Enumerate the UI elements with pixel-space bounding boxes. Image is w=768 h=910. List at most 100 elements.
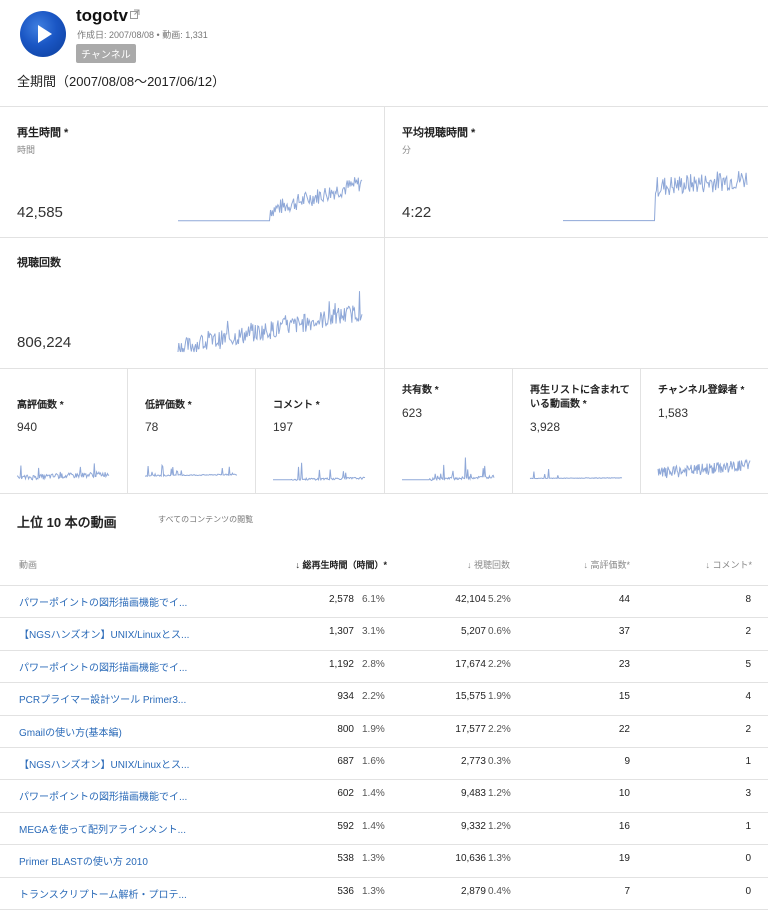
comments-value: 3 [745,788,751,800]
sparkline-path [402,457,495,482]
play-icon [38,25,52,43]
metric-title: 平均視聴時間 * [402,127,476,139]
metric-card-watch-time[interactable]: 再生時間 * 時間 42,585 [0,107,384,237]
views-value: 17,577 [455,723,486,735]
comments-value: 4 [745,691,751,703]
video-title-link[interactable]: Primer BLASTの使い方 2010 [19,857,148,869]
video-title-link[interactable]: Gmailの使い方(基本編) [19,727,122,739]
column-header-likes[interactable]: ↓ 高評価数* [583,558,630,571]
views-percent: 1.3% [488,853,511,865]
metric-title: 共有数 * [402,385,439,396]
divider [255,368,256,493]
watch-time-value: 1,307 [328,626,354,638]
sparkline-path [145,463,237,478]
channel-name[interactable]: togotv [76,6,128,25]
divider [384,106,385,493]
row-divider [0,585,768,586]
metric-title: 高評価数 * [17,400,64,411]
table-row[interactable]: PCRプライマー設計ツール Primer3... 934 2.2% 15,575 1.9… [0,682,768,714]
metric-title: 再生リストに含まれている動画数 * [530,385,630,410]
metric-card-likes[interactable]: 高評価数 * 940 [0,369,127,493]
table-row[interactable]: Gmailの使い方(基本編) 800 1.9% 17,577 2.2% 22 2 [0,714,768,747]
metric-card-comments[interactable]: コメント * 197 [256,369,384,493]
column-header-label: 高評価数* [590,560,630,570]
metric-value: 623 [402,406,423,420]
metric-card-playlists[interactable]: 再生リストに含まれている動画数 * 3,928 [513,369,640,493]
metric-value: 78 [145,420,159,434]
table-row[interactable]: トランスクリプトーム解析・プロテ... 536 1.3% 2,879 0.4% 7 0 [0,876,768,909]
watch-time-value: 602 [337,788,354,800]
metric-title: 視聴回数 [17,257,61,269]
table-row[interactable]: MEGAを使って配列アラインメント... 592 1.4% 9,332 1.2% 16 1 [0,811,768,844]
column-header-label: 視聴回数 [473,560,510,570]
watch-time-sparkline [178,177,363,222]
metric-title: 低評価数 * [145,400,192,411]
table-row[interactable]: 【NGSハンズオン】UNIX/Linuxとス... 1,307 3.1% 5,207 0… [0,617,768,649]
video-title-link[interactable]: 【NGSハンズオン】UNIX/Linuxとス... [19,630,190,642]
likes-value: 44 [618,594,630,605]
likes-value: 23 [618,658,630,670]
comments-value: 1 [745,756,751,767]
metric-title: 再生時間 * [17,127,69,139]
video-title-link[interactable]: パワーポイントの図形描画機能でイ... [19,598,188,609]
watch-time-percent: 2.8% [362,658,385,670]
metric-card-views[interactable]: 視聴回数 806,224 [0,238,384,368]
comments-value: 2 [745,626,751,638]
metric-card-subscribers[interactable]: チャンネル登録者 * 1,583 [641,369,768,493]
views-percent: 0.3% [488,756,511,767]
comments-value: 2 [745,723,751,735]
column-header-watch-time[interactable]: ↓ 総再生時間（時間）* [295,558,387,571]
column-header-label: コメント* [712,560,752,570]
row-divider [0,844,768,846]
watch-time-percent: 1.3% [362,853,385,865]
comments-value: 0 [745,853,751,865]
video-title-link[interactable]: PCRプライマー設計ツール Primer3... [19,695,187,707]
playlists-sparkline [529,469,623,480]
likes-value: 19 [618,853,630,865]
column-header-views[interactable]: ↓ 視聴回数 [467,558,510,571]
metric-value: 1,583 [658,406,689,420]
channel-badge: チャンネル [76,44,136,63]
likes-value: 7 [624,885,630,897]
views-percent: 1.2% [488,820,511,832]
video-title-link[interactable]: パワーポイントの図形描画機能でイ... [19,662,188,674]
video-title-link[interactable]: パワーポイントの図形描画機能でイ... [19,792,188,804]
external-link-icon[interactable] [130,9,140,19]
watch-time-value: 687 [337,756,354,767]
table-row[interactable]: パワーポイントの図形描画機能でイ... 2,578 6.1% 42,104 5.2% 44… [0,585,768,617]
views-percent: 1.9% [488,691,511,703]
arrow-down-icon: ↓ [705,560,710,570]
watch-time-value: 538 [337,853,354,865]
row-divider [0,714,768,716]
metric-card-avg-duration[interactable]: 平均視聴時間 * 分 4:22 [385,107,768,237]
likes-value: 16 [618,820,630,832]
sparkline-path [273,462,366,482]
views-value: 42,104 [455,594,486,605]
watch-time-percent: 1.6% [362,756,385,767]
video-title-link[interactable]: トランスクリプトーム解析・プロテ... [19,889,187,901]
watch-time-value: 536 [337,885,354,897]
watch-time-percent: 1.4% [362,788,385,800]
metric-card-dislikes[interactable]: 低評価数 * 78 [128,369,255,493]
likes-value: 22 [618,723,630,735]
row-divider [0,617,768,619]
channel-avatar[interactable] [20,11,66,57]
views-value: 9,483 [460,788,486,800]
metric-value: 3,928 [530,420,561,434]
metric-value: 4:22 [402,204,432,221]
all-content-link[interactable]: すべてのコンテンツの閲覧 [158,515,254,524]
table-row[interactable]: 【NGSハンズオン】UNIX/Linuxとス... 687 1.6% 2,773 0.3… [0,747,768,779]
metric-unit: 時間 [17,145,36,155]
table-row[interactable]: パワーポイントの図形描画機能でイ... 1,192 2.8% 17,674 2.2% 23… [0,649,768,682]
video-title-link[interactable]: MEGAを使って配列アラインメント... [19,824,186,836]
table-row[interactable]: パワーポイントの図形描画機能でイ... 602 1.4% 9,483 1.2% 10 3 [0,779,768,811]
column-header-comments[interactable]: ↓ コメント* [705,558,752,571]
row-divider [0,649,768,651]
comments-value: 8 [745,594,751,605]
views-value: 2,879 [460,885,486,897]
metric-card-shares[interactable]: 共有数 * 623 [385,369,512,493]
date-range[interactable]: 全期間（2007/08/08～2017/06/12） [17,74,226,89]
video-title-link[interactable]: 【NGSハンズオン】UNIX/Linuxとス... [19,760,190,771]
subscribers-sparkline [657,458,751,479]
table-row[interactable]: Primer BLASTの使い方 2010 538 1.3% 10,636 1.3% 19… [0,844,768,876]
